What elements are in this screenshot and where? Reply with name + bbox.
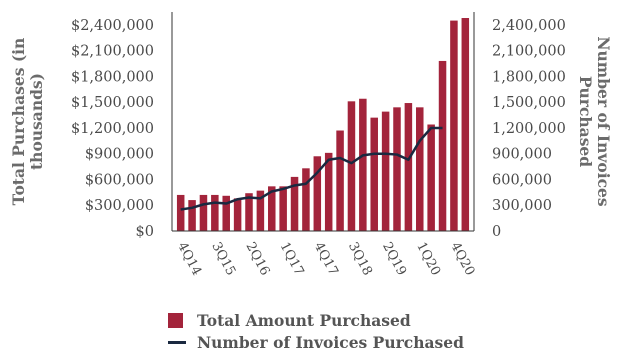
legend-label-line: Number of Invoices Purchased xyxy=(197,332,464,352)
bar xyxy=(313,156,322,231)
legend-swatch-line xyxy=(168,340,186,344)
x-tick-label: 4Q17 xyxy=(311,240,341,278)
y-tick-label: $900,000 xyxy=(85,147,154,163)
y2-axis-title-line: Purchased xyxy=(576,76,595,167)
bar xyxy=(381,111,390,231)
y-tick-label: $1,800,000 xyxy=(71,69,154,85)
y2-tick-label: 1,500,000 xyxy=(492,95,566,111)
y-axis-title-line: thousands) xyxy=(27,73,46,170)
legend-item-bars: Total Amount Purchased xyxy=(168,309,464,331)
bar xyxy=(268,186,276,231)
bar xyxy=(222,195,230,231)
left-axis: $0 $300,000 $600,000 $900,000 $1,200,000 $1,5… xyxy=(71,18,154,240)
bar xyxy=(233,198,242,231)
y2-tick-label: 900,000 xyxy=(492,147,552,163)
bar-series xyxy=(176,18,470,232)
y-axis-title-line: Total Purchases (in xyxy=(9,38,28,206)
bar xyxy=(290,176,299,231)
bar xyxy=(302,168,310,231)
y-tick-label: $1,500,000 xyxy=(71,95,154,111)
bar xyxy=(359,98,367,232)
bar xyxy=(324,152,333,231)
x-axis: 4Q14 3Q15 2Q16 1Q17 4Q17 3Q18 2Q19 1Q20 4Q20 xyxy=(174,240,477,278)
y2-axis-title: Number of InvoicesPurchased xyxy=(576,36,613,207)
legend: Total Amount Purchased Number of Invoice… xyxy=(168,309,464,353)
y2-tick-label: 2,400,000 xyxy=(492,18,566,34)
bar xyxy=(245,193,253,231)
bar xyxy=(450,20,458,232)
bar xyxy=(393,107,401,231)
bar xyxy=(404,103,413,231)
x-tick-label: 2Q16 xyxy=(242,240,272,278)
right-axis: 0 300,000 600,000 900,000 1,200,000 1,500,000… xyxy=(492,18,566,240)
legend-item-line: Number of Invoices Purchased xyxy=(168,331,464,353)
y2-tick-label: 1,200,000 xyxy=(492,121,566,137)
x-tick-label: 1Q17 xyxy=(277,240,307,278)
bar xyxy=(461,18,470,232)
bar xyxy=(279,186,287,231)
bar xyxy=(347,101,356,231)
y2-tick-label: 300,000 xyxy=(492,198,552,214)
line-series xyxy=(180,126,443,211)
x-tick-label: 4Q14 xyxy=(174,240,204,278)
y2-tick-label: 2,100,000 xyxy=(492,44,566,60)
legend-swatch-bars xyxy=(168,312,183,328)
x-tick-label: 3Q18 xyxy=(345,240,375,278)
bar xyxy=(336,130,344,231)
y-tick-label: $600,000 xyxy=(85,172,154,188)
x-tick-label: 1Q20 xyxy=(413,240,443,278)
y-tick-label: $2,400,000 xyxy=(71,18,154,34)
bar xyxy=(416,107,424,231)
bar xyxy=(370,117,378,231)
y2-tick-label: 600,000 xyxy=(492,172,552,188)
x-tick-label: 4Q20 xyxy=(447,240,477,278)
legend-label-bars: Total Amount Purchased xyxy=(197,310,411,330)
bar xyxy=(176,194,185,231)
line-series-path xyxy=(180,126,443,211)
y-axis-title: Total Purchases (inthousands) xyxy=(9,38,46,206)
bar xyxy=(188,200,196,231)
y-tick-label: $2,100,000 xyxy=(71,44,154,60)
y-tick-label: $1,200,000 xyxy=(71,121,154,137)
x-tick-label: 2Q19 xyxy=(379,240,409,278)
x-tick-label: 3Q15 xyxy=(208,240,238,278)
y-tick-label: $300,000 xyxy=(85,198,154,214)
axes xyxy=(171,12,475,232)
bar xyxy=(256,190,265,231)
bar xyxy=(199,194,208,231)
y2-tick-label: 1,800,000 xyxy=(492,69,566,85)
y2-axis-title-line: Number of Invoices xyxy=(594,36,613,207)
y2-tick-label: 0 xyxy=(492,224,501,240)
bar xyxy=(438,60,447,232)
bar xyxy=(211,194,219,231)
y-tick-label: $0 xyxy=(136,224,154,240)
bar xyxy=(427,124,435,231)
